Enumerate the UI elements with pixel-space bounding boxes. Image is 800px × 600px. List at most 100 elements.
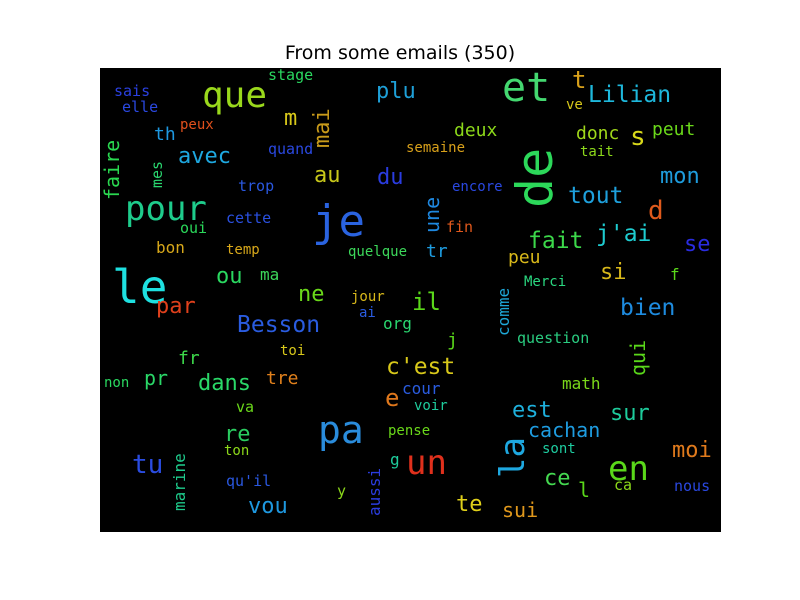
cloud-word-une: une (420, 196, 444, 233)
cloud-word-f: f (670, 265, 680, 284)
cloud-word-qui: qui (626, 339, 650, 376)
cloud-word-cour: cour (402, 379, 441, 398)
cloud-word-jour: jour (351, 289, 385, 305)
cloud-word-quand: quand (268, 140, 314, 158)
cloud-word-pr: pr (144, 366, 169, 390)
cloud-word-fait: fait (528, 228, 584, 254)
cloud-word-cette: cette (226, 209, 272, 227)
cloud-word-merci: Merci (524, 274, 567, 290)
cloud-word-non: non (104, 375, 130, 391)
cloud-word-plu: plu (376, 79, 416, 104)
cloud-word-du: du (377, 165, 404, 190)
cloud-word-ma: ma (260, 265, 280, 284)
cloud-word-que: que (202, 75, 268, 116)
cloud-word-cachan: cachan (528, 418, 601, 442)
cloud-word-jai: j'ai (596, 221, 652, 247)
cloud-word-au: au (314, 163, 341, 188)
cloud-word-encore: encore (452, 179, 503, 195)
cloud-word-deux: deux (454, 120, 498, 141)
cloud-word-tu: tu (132, 450, 164, 480)
cloud-word-ai: ai (359, 305, 376, 321)
cloud-word-je: je (312, 196, 365, 247)
cloud-word-semaine: semaine (406, 140, 466, 156)
cloud-word-le: le (112, 260, 168, 314)
cloud-word-la: la (493, 437, 533, 478)
cloud-word-stage: stage (268, 68, 314, 84)
cloud-title: From some emails (350) (284, 42, 516, 64)
cloud-word-quelque: quelque (348, 244, 408, 260)
cloud-word-re: re (224, 422, 251, 447)
cloud-word-avec: avec (178, 144, 231, 169)
cloud-word-org: org (383, 314, 412, 333)
cloud-word-sais: sais (114, 82, 151, 100)
cloud-word-est: est (512, 398, 552, 423)
cloud-word-ou: ou (216, 264, 243, 289)
cloud-word-math: math (562, 374, 601, 393)
cloud-word-tait: tait (580, 144, 614, 160)
cloud-word-il: il (412, 288, 441, 316)
cloud-word-s: s (630, 122, 646, 152)
cloud-word-pour: pour (125, 189, 207, 229)
cloud-word-sur: sur (610, 401, 650, 426)
cloud-word-voir: voir (414, 398, 448, 414)
cloud-word-dans: dans (198, 371, 251, 396)
cloud-word-temp: temp (226, 242, 260, 258)
cloud-word-par: par (156, 294, 196, 319)
cloud-word-moi: moi (672, 438, 712, 463)
cloud-word-et: et (502, 68, 551, 111)
cloud-word-g: g (390, 450, 400, 469)
cloud-word-ca: ca (614, 476, 633, 494)
cloud-word-mes: mes (148, 160, 166, 188)
cloud-word-trop: trop (238, 177, 275, 195)
cloud-word-tre: tre (266, 368, 299, 389)
cloud-word-t: t (572, 68, 587, 94)
cloud-word-fr: fr (178, 348, 200, 369)
cloud-word-tr: tr (426, 241, 448, 262)
cloud-word-e: e (385, 384, 400, 412)
cloud-word-donc: donc (576, 123, 620, 144)
cloud-word-pa: pa (318, 408, 364, 452)
cloud-word-y: y (337, 482, 347, 500)
cloud-word-sui: sui (502, 498, 539, 522)
cloud-word-oui: oui (180, 219, 208, 237)
cloud-word-vou: vou (248, 494, 288, 519)
cloud-word-nous: nous (674, 477, 711, 495)
cloud-word-aussi: aussi (365, 467, 384, 516)
cloud-word-ve: ve (566, 97, 583, 113)
cloud-word-d: d (648, 196, 664, 226)
cloud-word-si: si (600, 260, 627, 285)
cloud-word-toi: toi (280, 343, 306, 359)
cloud-word-ce: ce (544, 466, 571, 491)
cloud-word-cest: c'est (386, 354, 456, 380)
cloud-word-un: un (406, 443, 447, 483)
cloud-word-lilian: Lilian (588, 82, 672, 108)
cloud-word-ne: ne (298, 282, 325, 307)
cloud-word-peut: peut (652, 119, 696, 140)
word-cloud: de je le et que pa un en la pour Lilian … (100, 68, 721, 532)
cloud-word-mai: mai (310, 108, 335, 148)
cloud-word-fin: fin (446, 218, 474, 236)
cloud-word-l: l (578, 478, 591, 502)
cloud-word-tout: tout (568, 183, 624, 209)
cloud-word-elle: elle (122, 98, 159, 116)
cloud-word-comme: comme (494, 287, 513, 336)
cloud-word-pense: pense (388, 423, 431, 439)
cloud-word-m: m (284, 106, 298, 131)
cloud-word-bien: bien (620, 295, 676, 321)
cloud-word-se: se (684, 232, 711, 257)
cloud-word-ton: ton (224, 443, 250, 459)
cloud-word-en: en (608, 449, 649, 489)
cloud-word-j: j (447, 330, 458, 351)
cloud-word-sont: sont (542, 441, 576, 457)
cloud-word-te: te (456, 492, 483, 517)
cloud-word-mon: mon (660, 164, 700, 189)
cloud-word-th: th (154, 124, 176, 145)
cloud-word-bon: bon (156, 238, 185, 257)
cloud-word-quil: qu'il (226, 472, 272, 490)
cloud-word-va: va (236, 398, 255, 416)
cloud-word-de: de (506, 147, 564, 208)
cloud-word-question: question (517, 329, 590, 347)
cloud-word-peu: peu (508, 247, 541, 268)
cloud-word-faire: faire (100, 139, 124, 200)
cloud-word-besson: Besson (237, 312, 321, 338)
